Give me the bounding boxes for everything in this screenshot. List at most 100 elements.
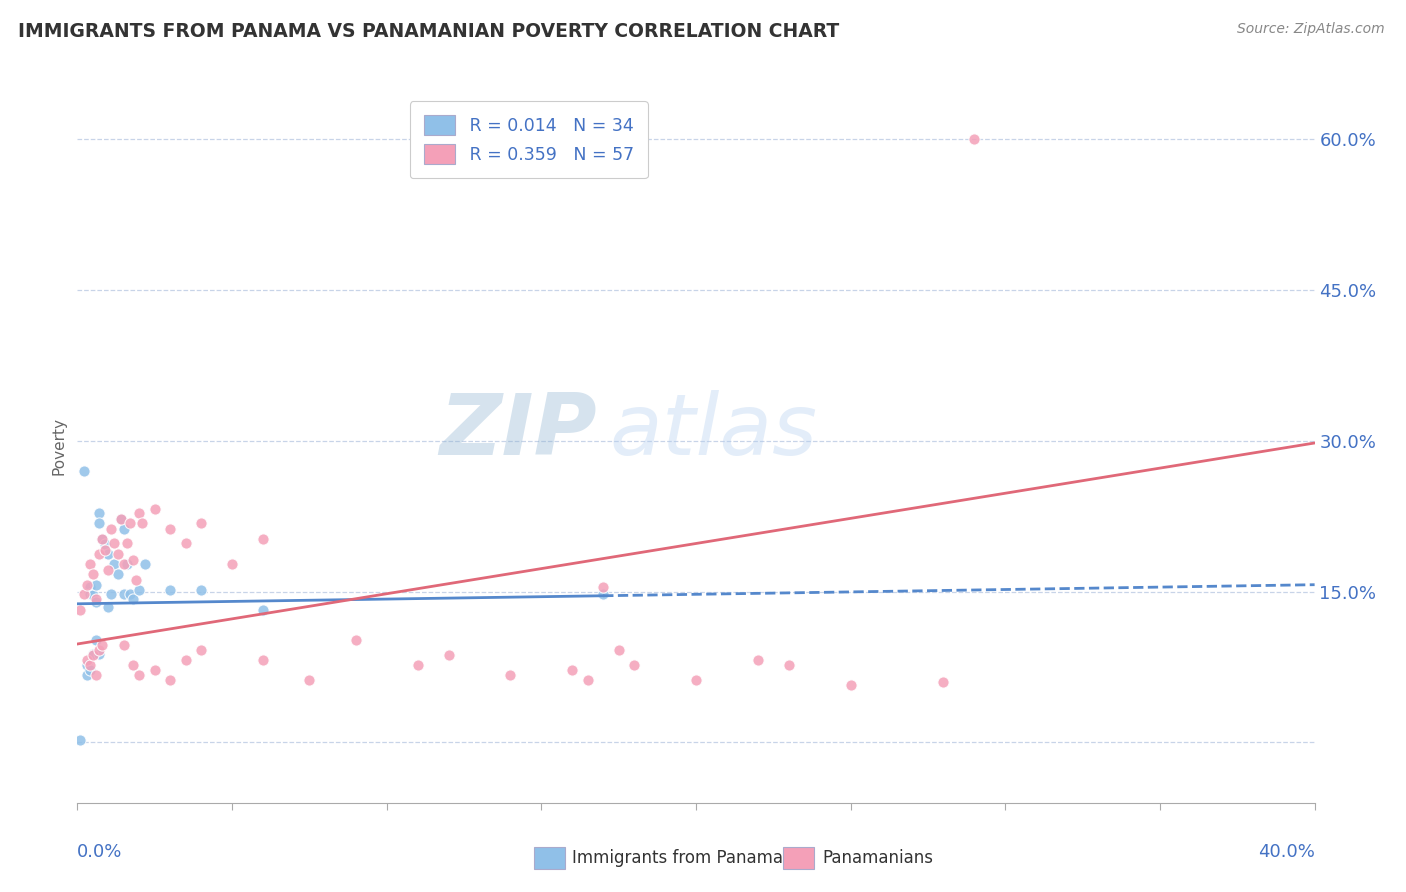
Point: [82, 648, 104, 662]
Point: [159, 673, 181, 688]
Point: [100, 587, 122, 601]
Point: [252, 603, 274, 617]
Point: [107, 566, 129, 581]
Point: [623, 658, 645, 673]
Point: [932, 675, 955, 690]
Point: [110, 512, 132, 526]
Point: [100, 523, 122, 537]
Point: [778, 658, 800, 673]
Point: [592, 587, 614, 601]
Point: [69, 733, 91, 747]
Text: atlas: atlas: [609, 390, 817, 474]
Point: [110, 512, 132, 526]
Point: [107, 547, 129, 561]
Text: Panamanians: Panamanians: [823, 849, 934, 867]
Point: [159, 523, 181, 537]
Point: [592, 580, 614, 594]
Point: [79, 663, 101, 677]
Point: [134, 557, 156, 571]
Point: [72, 464, 94, 478]
Point: [87, 516, 110, 531]
Point: [84, 595, 107, 609]
Point: [125, 573, 148, 587]
Point: [112, 587, 135, 601]
Point: [82, 647, 104, 661]
Point: [79, 658, 101, 673]
Point: [112, 638, 135, 652]
Point: [128, 582, 150, 597]
Point: [87, 547, 110, 561]
Point: [97, 599, 120, 614]
Point: [76, 668, 98, 682]
Point: [69, 603, 91, 617]
Point: [97, 547, 120, 561]
Point: [685, 673, 707, 688]
Point: [221, 557, 243, 571]
Point: [963, 132, 986, 146]
Point: [82, 588, 104, 602]
Point: [131, 516, 153, 531]
Point: [190, 516, 212, 531]
Point: [84, 591, 107, 606]
Text: IMMIGRANTS FROM PANAMA VS PANAMANIAN POVERTY CORRELATION CHART: IMMIGRANTS FROM PANAMA VS PANAMANIAN POV…: [18, 22, 839, 41]
Point: [76, 577, 98, 591]
Point: [76, 658, 98, 673]
Point: [143, 502, 166, 516]
Point: [94, 537, 117, 551]
Point: [839, 678, 862, 692]
Point: [84, 577, 107, 591]
Point: [112, 557, 135, 571]
Point: [344, 632, 367, 647]
Y-axis label: Poverty: Poverty: [51, 417, 66, 475]
Point: [174, 653, 197, 667]
Point: [252, 653, 274, 667]
Point: [84, 632, 107, 647]
Text: 40.0%: 40.0%: [1258, 843, 1315, 861]
Point: [607, 643, 630, 657]
Legend:  R = 0.014   N = 34,  R = 0.359   N = 57: R = 0.014 N = 34, R = 0.359 N = 57: [411, 102, 648, 178]
Point: [122, 591, 145, 606]
Point: [97, 563, 120, 577]
Point: [94, 542, 117, 557]
Point: [252, 533, 274, 547]
Point: [87, 643, 110, 657]
Point: [122, 658, 145, 673]
Point: [118, 516, 141, 531]
Point: [79, 587, 101, 601]
Text: Immigrants from Panama: Immigrants from Panama: [572, 849, 783, 867]
Point: [91, 533, 114, 547]
Point: [576, 673, 599, 688]
Point: [115, 557, 138, 571]
Point: [115, 536, 138, 550]
Point: [103, 536, 125, 550]
Point: [103, 557, 125, 571]
Point: [72, 587, 94, 601]
Point: [499, 668, 522, 682]
Point: [79, 580, 101, 594]
Text: 0.0%: 0.0%: [77, 843, 122, 861]
Point: [84, 668, 107, 682]
Point: [87, 647, 110, 661]
Point: [82, 566, 104, 581]
Point: [561, 663, 583, 677]
Point: [190, 643, 212, 657]
Point: [118, 587, 141, 601]
Point: [87, 506, 110, 520]
Text: Source: ZipAtlas.com: Source: ZipAtlas.com: [1237, 22, 1385, 37]
Point: [437, 648, 460, 662]
Point: [128, 506, 150, 520]
Point: [79, 557, 101, 571]
Point: [159, 582, 181, 597]
Point: [298, 673, 321, 688]
Text: ZIP: ZIP: [439, 390, 598, 474]
Point: [406, 658, 429, 673]
Point: [747, 653, 769, 667]
Point: [91, 533, 114, 547]
Point: [122, 552, 145, 566]
Point: [112, 523, 135, 537]
Point: [76, 653, 98, 667]
Point: [190, 582, 212, 597]
Point: [91, 638, 114, 652]
Point: [174, 536, 197, 550]
Point: [128, 668, 150, 682]
